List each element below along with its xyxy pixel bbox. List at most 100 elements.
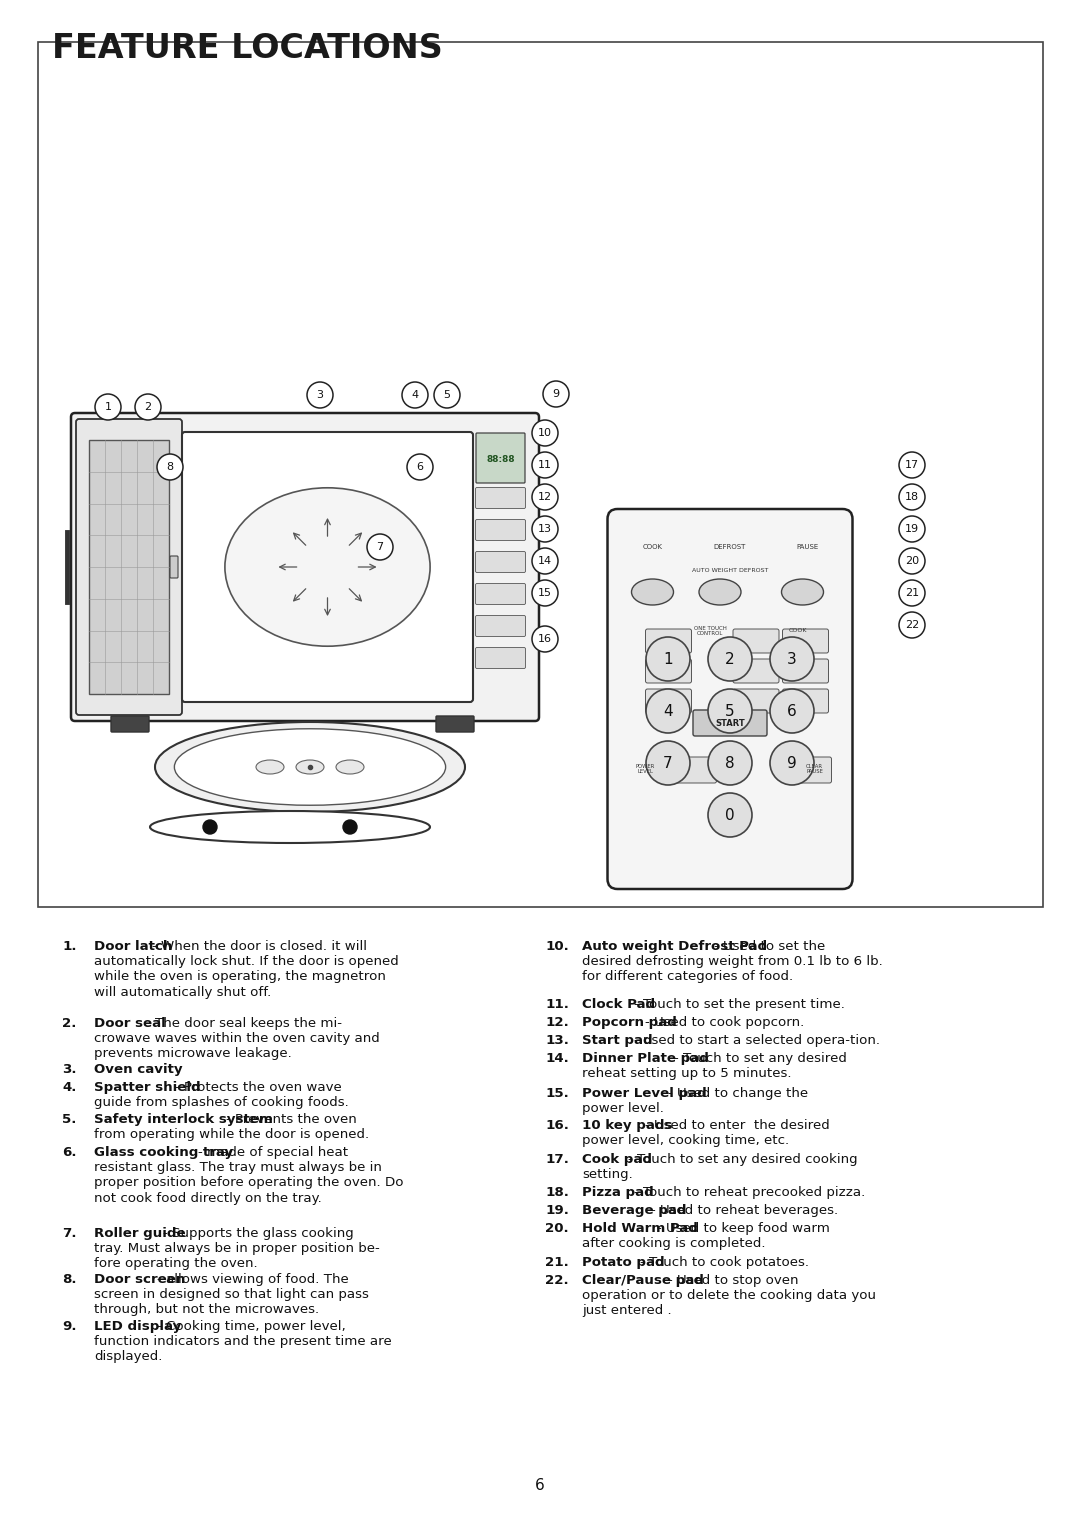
Text: Dinner Plate pad: Dinner Plate pad	[582, 1052, 708, 1064]
Text: power level, cooking time, etc.: power level, cooking time, etc.	[582, 1135, 789, 1147]
Text: 3: 3	[316, 389, 324, 400]
FancyBboxPatch shape	[475, 615, 526, 637]
Text: 13: 13	[538, 524, 552, 534]
Text: 2: 2	[725, 652, 734, 666]
Circle shape	[532, 580, 558, 606]
Circle shape	[770, 741, 814, 785]
Text: fore operating the oven.: fore operating the oven.	[94, 1257, 258, 1270]
Text: 7.: 7.	[62, 1228, 77, 1240]
Text: - Touch to cook potatoes.: - Touch to cook potatoes.	[639, 1257, 809, 1269]
Ellipse shape	[336, 760, 364, 774]
Circle shape	[532, 516, 558, 542]
Text: setting.: setting.	[582, 1168, 633, 1182]
Text: Door seal: Door seal	[94, 1017, 165, 1031]
Text: 12.: 12.	[545, 1015, 569, 1029]
Text: 4.: 4.	[62, 1081, 77, 1093]
FancyBboxPatch shape	[783, 689, 828, 713]
Text: displayed.: displayed.	[94, 1350, 162, 1364]
Circle shape	[899, 516, 924, 542]
Text: Auto weight Defrost Pad: Auto weight Defrost Pad	[582, 941, 767, 953]
Text: Door latch: Door latch	[94, 941, 173, 953]
Text: 7: 7	[377, 542, 383, 551]
Circle shape	[899, 452, 924, 478]
Text: Beverage pad: Beverage pad	[582, 1203, 687, 1217]
Text: 16.: 16.	[545, 1119, 569, 1132]
Text: - Used to change the: - Used to change the	[669, 1087, 809, 1099]
Text: Pizza pad: Pizza pad	[582, 1186, 653, 1199]
Bar	[38, 43, 1043, 907]
Text: - allows viewing of food. The: - allows viewing of food. The	[158, 1274, 349, 1286]
Circle shape	[532, 452, 558, 478]
Text: prevents microwave leakage.: prevents microwave leakage.	[94, 1048, 292, 1060]
Text: 20: 20	[905, 556, 919, 567]
Text: will automatically shut off.: will automatically shut off.	[94, 985, 271, 999]
Text: 6.: 6.	[62, 1145, 77, 1159]
FancyBboxPatch shape	[111, 716, 149, 731]
Circle shape	[367, 534, 393, 560]
Text: 19: 19	[905, 524, 919, 534]
Text: 22: 22	[905, 620, 919, 631]
Text: 0: 0	[725, 808, 734, 823]
Text: - Used to set the: - Used to set the	[715, 941, 826, 953]
Text: - Supports the glass cooking: - Supports the glass cooking	[163, 1228, 354, 1240]
Ellipse shape	[699, 579, 741, 605]
FancyBboxPatch shape	[783, 629, 828, 654]
Text: 5: 5	[725, 704, 734, 719]
Text: 21.: 21.	[545, 1257, 569, 1269]
FancyBboxPatch shape	[783, 660, 828, 683]
Circle shape	[770, 689, 814, 733]
Text: 8: 8	[166, 463, 174, 472]
Text: - used to start a selected opera-tion.: - used to start a selected opera-tion.	[634, 1034, 880, 1048]
Text: for different categories of food.: for different categories of food.	[582, 970, 793, 983]
Text: - When the door is closed. it will: - When the door is closed. it will	[151, 941, 366, 953]
Ellipse shape	[632, 579, 674, 605]
Text: 14: 14	[538, 556, 552, 567]
FancyBboxPatch shape	[183, 432, 473, 702]
Ellipse shape	[256, 760, 284, 774]
Text: proper position before operating the oven. Do: proper position before operating the ove…	[94, 1176, 404, 1190]
FancyBboxPatch shape	[475, 487, 526, 508]
Text: 7: 7	[663, 756, 673, 771]
Text: operation or to delete the cooking data you: operation or to delete the cooking data …	[582, 1289, 876, 1303]
Text: 88:88: 88:88	[486, 455, 515, 464]
Circle shape	[899, 580, 924, 606]
FancyBboxPatch shape	[733, 689, 779, 713]
Circle shape	[646, 741, 690, 785]
Text: 19.: 19.	[545, 1203, 569, 1217]
Text: Cook pad: Cook pad	[582, 1153, 652, 1167]
Text: 12: 12	[538, 492, 552, 502]
Text: - Touch to reheat precooked pizza.: - Touch to reheat precooked pizza.	[634, 1186, 865, 1199]
FancyBboxPatch shape	[476, 434, 525, 483]
Text: function indicators and the present time are: function indicators and the present time…	[94, 1335, 392, 1348]
FancyBboxPatch shape	[785, 757, 832, 783]
Circle shape	[646, 689, 690, 733]
Circle shape	[770, 637, 814, 681]
Circle shape	[708, 741, 752, 785]
Text: 6: 6	[417, 463, 423, 472]
Circle shape	[708, 793, 752, 837]
Text: 8: 8	[725, 756, 734, 771]
Text: 13.: 13.	[545, 1034, 569, 1048]
FancyBboxPatch shape	[170, 556, 178, 579]
Text: COOK: COOK	[643, 544, 662, 550]
FancyBboxPatch shape	[436, 716, 474, 731]
Text: 16: 16	[538, 634, 552, 644]
Text: desired defrosting weight from 0.1 lb to 6 lb.: desired defrosting weight from 0.1 lb to…	[582, 956, 882, 968]
Circle shape	[343, 820, 357, 834]
Ellipse shape	[174, 728, 446, 805]
Text: AUTO WEIGHT DEFROST: AUTO WEIGHT DEFROST	[692, 568, 768, 573]
Text: 9: 9	[553, 389, 559, 399]
Text: 4: 4	[663, 704, 673, 719]
Text: screen in designed so that light can pass: screen in designed so that light can pas…	[94, 1289, 369, 1301]
Text: 15.: 15.	[545, 1087, 569, 1099]
Text: 6: 6	[787, 704, 797, 719]
Text: 9.: 9.	[62, 1319, 77, 1333]
Ellipse shape	[782, 579, 824, 605]
Text: - Used to keep food warm: - Used to keep food warm	[657, 1222, 829, 1235]
Text: 4: 4	[411, 389, 419, 400]
Text: resistant glass. The tray must always be in: resistant glass. The tray must always be…	[94, 1161, 382, 1174]
Text: Power Level pad: Power Level pad	[582, 1087, 706, 1099]
Text: - Touch to set any desired cooking: - Touch to set any desired cooking	[629, 1153, 858, 1167]
FancyBboxPatch shape	[607, 508, 852, 889]
FancyBboxPatch shape	[475, 647, 526, 669]
